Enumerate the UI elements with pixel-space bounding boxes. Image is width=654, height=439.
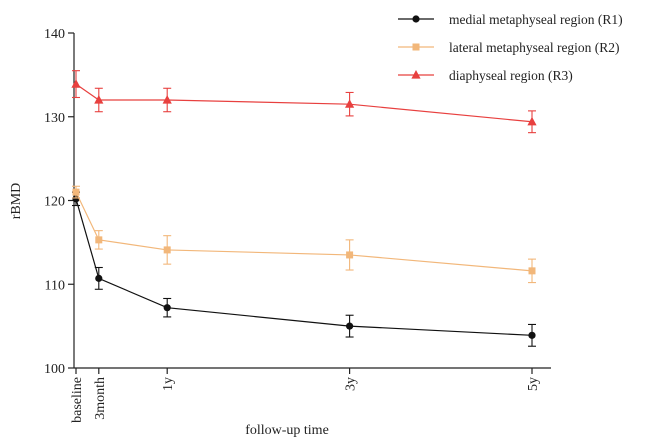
- data-point: [412, 15, 420, 23]
- data-point: [95, 274, 103, 282]
- data-point: [345, 99, 355, 108]
- y-tick-label: 120: [44, 195, 65, 210]
- series-layer: [71, 70, 537, 347]
- data-point: [163, 246, 171, 254]
- legend-label: lateral metaphyseal region (R2): [449, 40, 620, 55]
- legend-item-2: lateral metaphyseal region (R2): [398, 40, 620, 55]
- x-tick-label: 5y: [526, 377, 541, 391]
- y-tick-label: 100: [44, 362, 65, 377]
- series-line: [75, 191, 533, 272]
- x-axis-title: follow-up time: [245, 423, 329, 438]
- data-point: [527, 116, 537, 126]
- x-tick-label: baseline: [70, 377, 85, 423]
- data-point: [528, 331, 536, 339]
- data-point: [528, 267, 536, 275]
- legend-item-3: diaphyseal region (R3): [398, 68, 573, 83]
- series-1: [72, 191, 536, 347]
- data-point: [412, 43, 420, 51]
- y-tick-label: 140: [44, 27, 65, 42]
- y-tick-label: 130: [44, 111, 65, 126]
- data-point: [346, 251, 354, 259]
- series-line: [75, 198, 533, 336]
- x-tick-label: 3y: [344, 377, 359, 391]
- series-3: [71, 70, 537, 134]
- legend-label: medial metaphyseal region (R1): [449, 12, 623, 27]
- data-point: [72, 188, 80, 196]
- legend-item-1: medial metaphyseal region (R1): [398, 12, 623, 27]
- x-tick-label: 3month: [93, 377, 108, 420]
- x-tick-label: 1y: [161, 377, 176, 391]
- data-point: [95, 236, 103, 244]
- axes: 100 110 120 130 140 baseline 3month 1y 3y 5y: [44, 27, 551, 423]
- legend-label: diaphyseal region (R3): [449, 68, 573, 83]
- y-tick-label: 110: [45, 278, 65, 293]
- data-point: [346, 322, 354, 330]
- data-point: [71, 79, 81, 88]
- series-line: [75, 83, 533, 123]
- data-point: [94, 95, 104, 104]
- data-point: [162, 95, 172, 104]
- y-axis-title: rBMD: [9, 183, 24, 220]
- data-point: [163, 304, 171, 312]
- data-point: [411, 70, 421, 79]
- series-2: [72, 185, 536, 284]
- legend: medial metaphyseal region (R1) lateral me…: [398, 12, 623, 83]
